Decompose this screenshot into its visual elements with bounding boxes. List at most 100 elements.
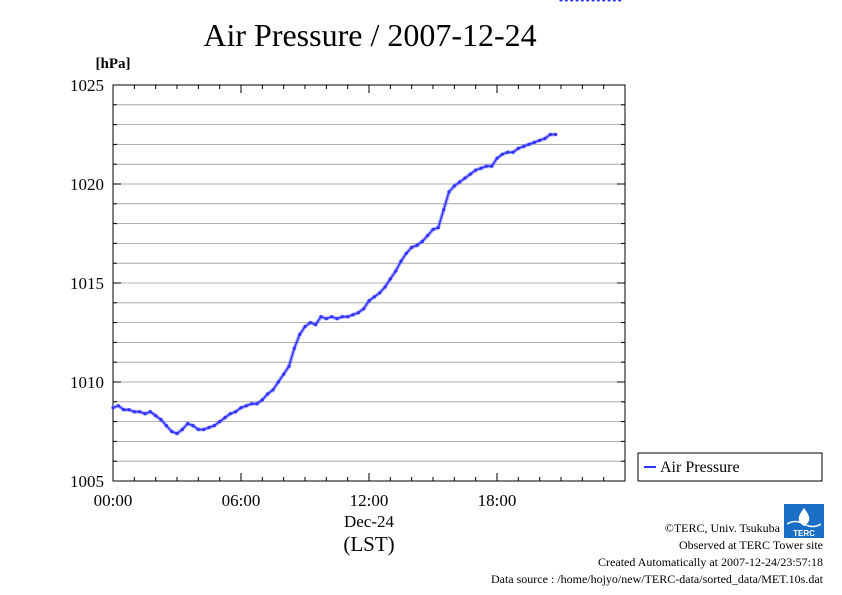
data-point bbox=[372, 295, 376, 299]
data-point bbox=[415, 243, 419, 247]
data-point bbox=[410, 245, 414, 249]
data-point bbox=[527, 142, 531, 146]
data-point bbox=[122, 408, 126, 412]
data-point bbox=[223, 416, 227, 420]
data-point bbox=[447, 190, 451, 194]
observed-site-text: Observed at TERC Tower site bbox=[679, 538, 823, 552]
data-point bbox=[602, 0, 606, 2]
data-point bbox=[559, 0, 563, 2]
x-tick-labels: 00:00 06:00 12:00 18:00 bbox=[94, 491, 517, 510]
data-point bbox=[116, 404, 120, 408]
x-tick-label: 06:00 bbox=[222, 491, 261, 510]
data-point bbox=[458, 180, 462, 184]
data-point bbox=[271, 388, 275, 392]
y-tick-label: 1015 bbox=[70, 274, 104, 293]
data-point bbox=[495, 156, 499, 160]
data-point bbox=[314, 323, 318, 327]
data-point bbox=[266, 392, 270, 396]
data-point bbox=[319, 315, 323, 319]
y-tick-label: 1020 bbox=[70, 175, 104, 194]
data-point bbox=[196, 427, 200, 432]
legend-label: Air Pressure bbox=[660, 459, 740, 476]
data-point bbox=[330, 315, 334, 319]
grid-lines bbox=[113, 104, 625, 462]
data-point bbox=[276, 380, 280, 384]
data-point bbox=[468, 172, 472, 176]
data-point bbox=[399, 259, 403, 263]
data-point bbox=[431, 227, 435, 232]
data-point bbox=[543, 136, 547, 141]
series-air-pressure bbox=[111, 0, 622, 436]
data-point bbox=[500, 152, 504, 156]
data-point bbox=[436, 226, 440, 230]
data-point bbox=[250, 402, 254, 406]
data-point bbox=[618, 0, 622, 2]
data-point bbox=[506, 150, 510, 154]
wave-icon bbox=[786, 520, 822, 528]
y-tick-label: 1005 bbox=[70, 472, 104, 491]
data-point bbox=[479, 166, 483, 170]
data-point bbox=[586, 0, 590, 2]
data-point bbox=[340, 315, 344, 319]
terc-logo-text: TERC bbox=[793, 529, 815, 538]
data-point bbox=[538, 138, 542, 142]
data-point bbox=[388, 277, 392, 281]
data-point bbox=[239, 406, 243, 410]
data-point bbox=[420, 239, 424, 243]
terc-logo: TERC bbox=[784, 504, 824, 538]
data-source-text: Data source : /home/hojyo/new/TERC-data/… bbox=[491, 572, 824, 586]
data-point bbox=[511, 150, 515, 154]
data-point bbox=[575, 0, 579, 2]
data-point bbox=[548, 132, 552, 137]
y-axis-unit-label: [hPa] bbox=[96, 56, 131, 72]
data-point bbox=[180, 427, 184, 432]
data-point bbox=[570, 0, 574, 2]
data-point bbox=[282, 372, 286, 376]
data-point bbox=[596, 0, 600, 2]
data-point bbox=[383, 285, 387, 289]
data-point bbox=[127, 408, 131, 412]
data-point bbox=[159, 418, 163, 422]
data-point bbox=[522, 144, 526, 148]
y-tick-label: 1025 bbox=[70, 76, 104, 95]
series-line-halo bbox=[112, 132, 556, 436]
data-point bbox=[186, 422, 190, 426]
x-tick-label: 00:00 bbox=[94, 491, 133, 510]
x-axis-date-label: Dec-24 bbox=[344, 512, 395, 531]
water-drop-icon bbox=[798, 508, 810, 526]
data-point bbox=[164, 424, 168, 428]
series-line bbox=[112, 133, 556, 435]
data-point bbox=[474, 168, 478, 172]
y-tick-labels: 1005 1010 1015 1020 1025 bbox=[70, 76, 104, 491]
data-point bbox=[452, 184, 456, 188]
legend-box bbox=[637, 452, 823, 482]
data-point bbox=[111, 406, 115, 410]
legend: Air Pressure bbox=[637, 452, 823, 482]
data-point bbox=[335, 317, 339, 321]
data-point bbox=[367, 299, 371, 303]
data-point bbox=[228, 412, 232, 416]
data-point bbox=[607, 0, 611, 2]
x-axis-label: (LST) bbox=[343, 532, 394, 556]
data-point bbox=[356, 311, 360, 315]
data-point bbox=[490, 164, 494, 168]
data-point bbox=[191, 424, 195, 428]
data-point bbox=[346, 315, 350, 319]
chart-title: Air Pressure / 2007-12-24 bbox=[203, 17, 536, 53]
data-point bbox=[442, 208, 446, 212]
data-point bbox=[394, 269, 398, 273]
data-point bbox=[580, 0, 584, 2]
data-point bbox=[234, 410, 238, 414]
data-point bbox=[564, 0, 568, 2]
data-point bbox=[132, 410, 136, 414]
data-point bbox=[532, 140, 536, 144]
x-tick-label: 12:00 bbox=[350, 491, 389, 510]
y-tick-label: 1010 bbox=[70, 373, 104, 392]
data-point bbox=[298, 332, 302, 337]
data-point bbox=[154, 414, 158, 418]
data-point bbox=[591, 0, 595, 2]
data-point bbox=[324, 317, 328, 321]
data-point bbox=[303, 325, 307, 329]
data-point bbox=[378, 291, 382, 295]
